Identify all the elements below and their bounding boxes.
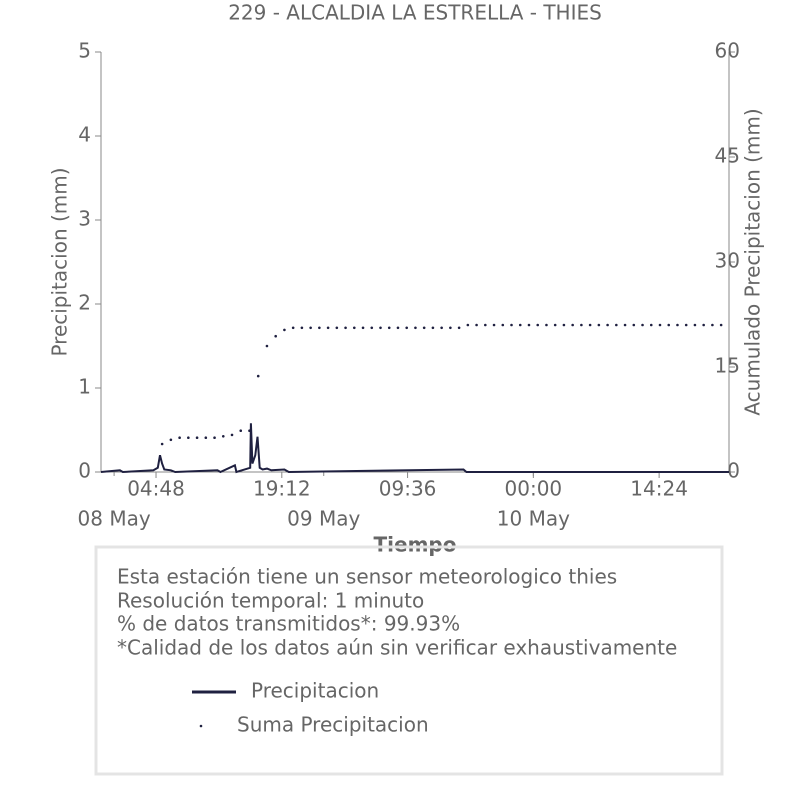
cumulative-dot [239,429,243,433]
x-tick-label: 00:00 [505,477,563,501]
cumulative-dot [457,326,461,330]
cumulative-dot [431,326,435,330]
cumulative-dot [352,326,356,330]
cumulative-dot [475,323,478,327]
cumulative-dot [536,323,540,327]
cumulative-dot [396,326,400,330]
y-tick-label: 4 [78,123,91,147]
cumulative-dot [702,323,705,327]
cumulative-dot [615,323,618,327]
info-box [94,545,724,776]
y2-axis-label: Acumulado Precipitacion (mm) [741,108,765,415]
cumulative-dot [187,436,190,440]
y-tick-label: 1 [78,375,91,399]
cumulative-dot [658,323,662,327]
cumulative-dot [510,323,513,327]
x-axis-label: Tiempo [374,533,457,557]
y2-tick-label: 60 [715,39,740,63]
cumulative-dot [588,323,592,327]
cumulative-dot [606,323,609,327]
note: *Calidad de los datos aún sin verificar … [117,636,677,660]
cumulative-dot [518,323,522,327]
y2-tick-label: 0 [727,459,740,483]
cumulative-dot [318,326,321,330]
cumulative-dot [632,323,636,327]
cumulative-dot [169,438,173,442]
cumulative-dot [711,323,714,327]
cumulative-dot [344,326,347,330]
cumulative-dot [326,326,330,330]
cumulative-dot [684,323,688,327]
legend-dot [199,724,203,728]
date-tick-label: 08 May [78,507,151,531]
cumulative-dot [309,326,312,330]
cumulative-dot [422,326,426,330]
date-tick-label: 09 May [287,507,360,531]
note: Resolución temporal: 1 minuto [117,589,424,613]
cumulative-dot [676,323,679,327]
date-tick-label: 10 May [497,507,570,531]
cumulative-dot [213,436,216,440]
cumulative-dot [719,323,723,327]
cumulative-dot [274,334,277,338]
y2-tick-label: 45 [715,144,740,168]
cumulative-dot [256,374,260,378]
cumulative-dot [649,323,653,327]
cumulative-dot [597,323,601,327]
y2-tick-label: 15 [715,354,740,378]
cumulative-dot [178,436,181,440]
cumulative-dot [545,323,548,327]
y2-tick-label: 30 [715,249,740,273]
cumulative-dot [667,323,671,327]
x-tick-label: 04:48 [127,477,185,501]
cumulative-dot [283,328,286,332]
cumulative-dot [466,323,470,327]
y-tick-label: 5 [78,39,91,63]
cumulative-dot [501,323,505,327]
cumulative-dot [580,323,583,327]
cumulative-dot [300,326,304,330]
y-tick-label: 2 [78,291,91,315]
note: % de datos transmitidos*: 99.93% [117,612,460,636]
y-axis-label: Precipitacion (mm) [48,167,72,356]
cumulative-dot [379,326,382,330]
cumulative-dot [195,436,199,440]
x-tick-label: 14:24 [630,477,688,501]
legend-label: Suma Precipitacion [237,713,429,737]
cumulative-dot [562,323,566,327]
cumulative-dot [693,323,697,327]
cumulative-dot [484,323,487,327]
cumulative-dot [527,323,531,327]
cumulative-dot [571,323,574,327]
cumulative-dot [265,344,269,348]
cumulative-dot [405,326,409,330]
cumulative-dot [248,429,251,433]
cumulative-dot [160,442,164,446]
cumulative-dot [370,326,374,330]
note: Esta estación tiene un sensor meteorolog… [117,565,617,589]
cumulative-dot [553,323,557,327]
y-tick-label: 0 [78,459,91,483]
cumulative-dot [623,323,627,327]
cumulative-dot [361,326,365,330]
cumulative-dot [204,436,208,440]
x-tick-label: 19:12 [253,477,311,501]
y-tick-label: 3 [78,207,91,231]
cumulative-dot [641,323,644,327]
cumulative-dot [387,326,391,330]
cumulative-dot [449,326,452,330]
chart-title: 229 - ALCALDIA LA ESTRELLA - THIES [228,1,602,25]
cumulative-dot [414,326,417,330]
cumulative-dot [291,326,295,330]
cumulative-dot [221,435,225,438]
precip-line [100,423,729,474]
cumulative-dot [492,323,496,327]
x-tick-label: 09:36 [379,477,437,501]
legend-label: Precipitacion [251,679,379,703]
cumulative-dot [335,326,339,330]
cumulative-dot [230,433,234,437]
cumulative-dot [440,326,443,330]
